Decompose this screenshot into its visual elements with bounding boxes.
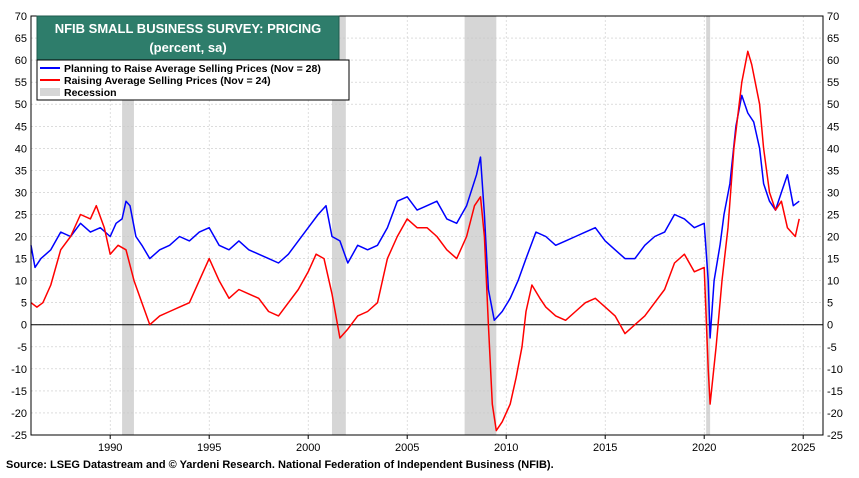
chart-title: NFIB SMALL BUSINESS SURVEY: PRICING: [55, 21, 322, 36]
x-tick-label: 2010: [494, 442, 518, 454]
x-tick-label: 2015: [593, 442, 617, 454]
y-tick-label-left: -10: [11, 364, 27, 376]
y-tick-label-left: -15: [11, 386, 27, 398]
y-tick-label-right: 40: [827, 143, 839, 155]
y-tick-label-left: 45: [15, 121, 27, 133]
title-box: NFIB SMALL BUSINESS SURVEY: PRICING (per…: [36, 15, 340, 61]
y-tick-label-right: -5: [827, 342, 837, 354]
y-tick-label-right: 0: [827, 320, 833, 332]
y-tick-label-left: 20: [15, 232, 27, 244]
y-tick-label-left: 60: [15, 55, 27, 67]
x-tick-label: 2020: [692, 442, 716, 454]
source-note: Source: LSEG Datastream and © Yardeni Re…: [6, 459, 554, 471]
y-tick-label-right: -25: [827, 430, 843, 442]
y-tick-label-left: 30: [15, 187, 27, 199]
legend: Planning to Raise Average Selling Prices…: [36, 59, 350, 101]
y-axis-ticks-left: -25 -20 -15 -10 -5 0 5 10 15 20 25 30 35 40 45 50 55 60 65…: [11, 11, 27, 442]
y-tick-label-right: 20: [827, 232, 839, 244]
x-tick-label: 2025: [791, 442, 815, 454]
legend-label-recession: Recession: [64, 87, 117, 99]
y-tick-label-left: 25: [15, 209, 27, 221]
series-line-planning: [30, 94, 800, 339]
y-tick-label-left: 50: [15, 99, 27, 111]
plot-frame: [30, 15, 824, 436]
y-axis-ticks-right: -25 -20 -15 -10 -5 0 5 10 15 20 25 30 35 40 45 50 55 60 65…: [827, 11, 843, 442]
y-tick-label-left: -25: [11, 430, 27, 442]
y-tick-label-left: -20: [11, 408, 27, 420]
legend-swatch-recession: [40, 88, 60, 96]
y-tick-label-right: 15: [827, 254, 839, 266]
y-tick-label-right: 45: [827, 121, 839, 133]
legend-label-raising: Raising Average Selling Prices (Nov = 24…: [64, 75, 271, 87]
y-tick-label-right: 50: [827, 99, 839, 111]
y-tick-label-right: -10: [827, 364, 843, 376]
series-line-raising: [30, 50, 800, 432]
y-tick-label-right: 5: [827, 298, 833, 310]
x-tick-label: 1995: [197, 442, 221, 454]
recession-band: [706, 16, 711, 435]
y-tick-label-left: 0: [21, 320, 27, 332]
y-tick-label-left: 65: [15, 33, 27, 45]
chart-subtitle: (percent, sa): [149, 40, 226, 55]
recession-band: [122, 16, 134, 435]
x-tick-label: 2000: [296, 442, 320, 454]
y-tick-label-right: -15: [827, 386, 843, 398]
x-tick-label: 2005: [395, 442, 419, 454]
y-tick-label-left: 55: [15, 77, 27, 89]
y-tick-label-right: 65: [827, 33, 839, 45]
recession-band: [331, 16, 346, 435]
x-axis-ticks: 1990 1995 2000 2005 2010 2015 2020 2025: [98, 435, 815, 454]
series-lines: [30, 50, 800, 432]
legend-label-planning: Planning to Raise Average Selling Prices…: [64, 63, 321, 75]
y-tick-label-right: 30: [827, 187, 839, 199]
y-tick-label-right: 60: [827, 55, 839, 67]
x-tick-label: 1990: [98, 442, 122, 454]
y-tick-label-left: 15: [15, 254, 27, 266]
y-tick-label-left: -5: [17, 342, 27, 354]
y-tick-label-right: 55: [827, 77, 839, 89]
y-tick-label-left: 70: [15, 11, 27, 23]
y-tick-label-right: -20: [827, 408, 843, 420]
y-tick-label-right: 70: [827, 11, 839, 23]
y-tick-label-left: 35: [15, 165, 27, 177]
y-tick-label-left: 40: [15, 143, 27, 155]
y-tick-label-right: 35: [827, 165, 839, 177]
y-tick-label-left: 10: [15, 276, 27, 288]
y-tick-label-right: 25: [827, 209, 839, 221]
y-tick-label-right: 10: [827, 276, 839, 288]
y-tick-label-left: 5: [21, 298, 27, 310]
